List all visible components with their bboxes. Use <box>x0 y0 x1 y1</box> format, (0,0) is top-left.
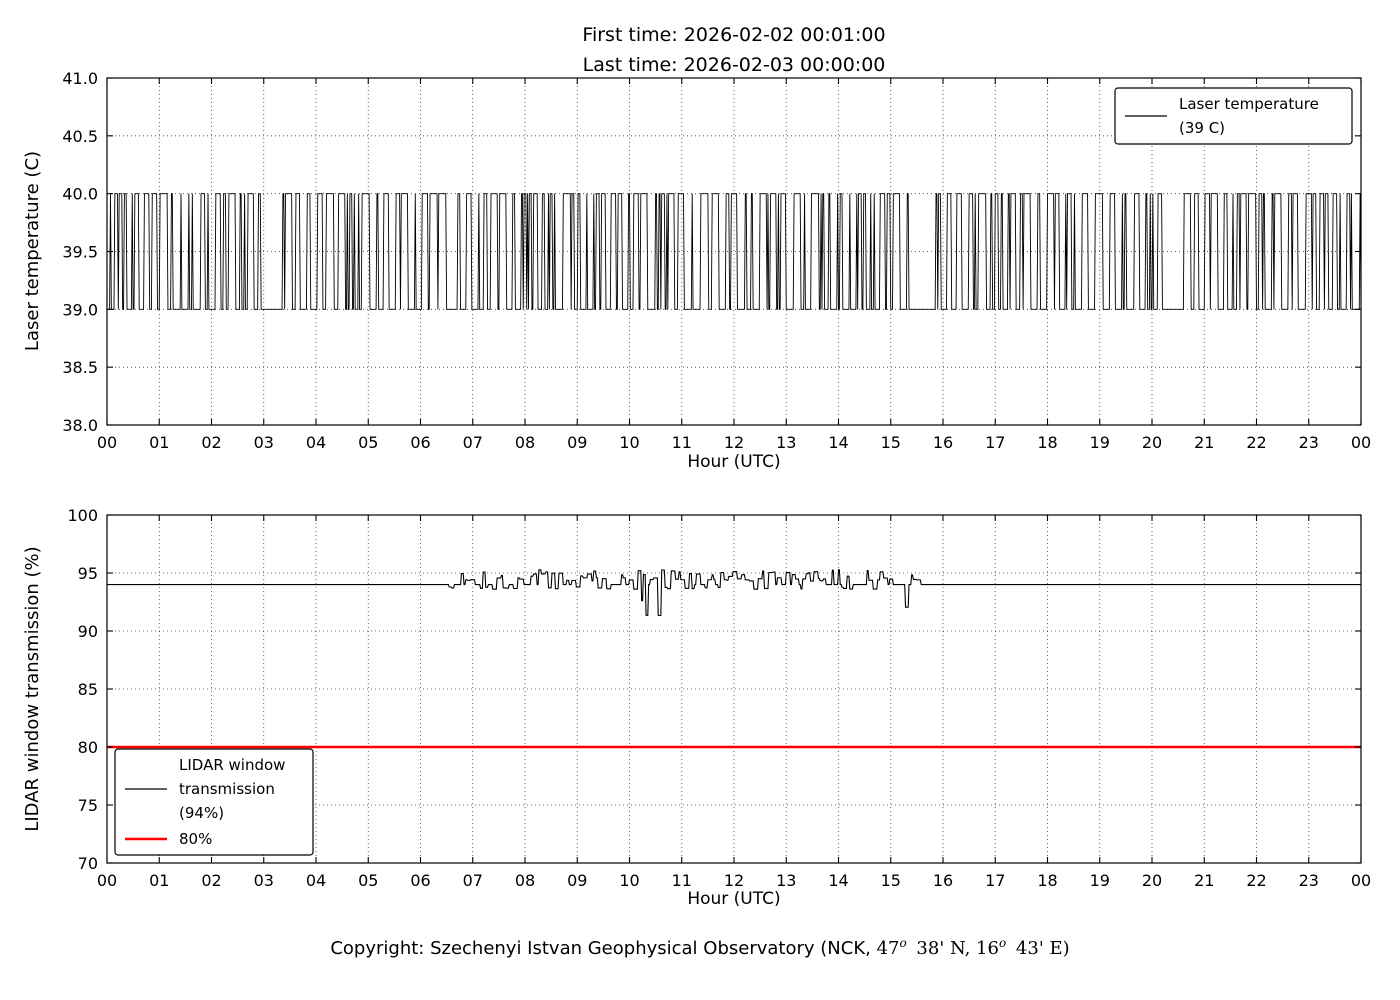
x-tick-label: 06 <box>410 871 430 890</box>
footer-longitude-degree-symbol: o <box>998 936 1007 950</box>
y-tick-label: 41.0 <box>62 69 98 88</box>
footer-latitude-minutes: 38' N, <box>910 938 977 959</box>
footer-latitude-degrees: 47 <box>876 938 900 959</box>
x-tick-label: 10 <box>619 433 639 452</box>
x-tick-label: 23 <box>1299 433 1319 452</box>
x-tick-label: 21 <box>1194 433 1214 452</box>
x-tick-label: 21 <box>1194 871 1214 890</box>
x-tick-label: 00 <box>1351 433 1371 452</box>
x-tick-label: 05 <box>358 433 378 452</box>
x-tick-label: 20 <box>1142 433 1162 452</box>
x-tick-label: 09 <box>567 871 587 890</box>
y-tick-label: 40.0 <box>62 185 98 204</box>
x-tick-label: 22 <box>1246 871 1266 890</box>
x-tick-label: 10 <box>619 871 639 890</box>
lidar-transmission-series <box>107 569 1361 617</box>
x-tick-label: 20 <box>1142 871 1162 890</box>
y-tick-label: 38.0 <box>62 416 98 435</box>
x-tick-label: 11 <box>672 433 692 452</box>
y-tick-label: 39.0 <box>62 300 98 319</box>
x-tick-label: 11 <box>672 871 692 890</box>
x-tick-label: 07 <box>463 433 483 452</box>
top-plot-xlabel: Hour (UTC) <box>687 452 781 472</box>
y-tick-label: 95 <box>78 564 98 583</box>
x-tick-label: 00 <box>97 433 117 452</box>
x-tick-label: 00 <box>1351 871 1371 890</box>
bottom-plot-xlabel: Hour (UTC) <box>687 889 781 909</box>
y-tick-label: 38.5 <box>62 358 98 377</box>
copyright-footer: Copyright: Szechenyi Istvan Geophysical … <box>0 936 1400 959</box>
x-tick-label: 17 <box>985 433 1005 452</box>
x-tick-label: 14 <box>828 871 848 890</box>
x-tick-label: 16 <box>933 871 953 890</box>
x-tick-label: 06 <box>410 433 430 452</box>
x-tick-label: 09 <box>567 433 587 452</box>
footer-text-prefix: Copyright: Szechenyi Istvan Geophysical … <box>330 938 877 959</box>
footer-latitude-degree-symbol: o <box>899 936 907 950</box>
x-tick-label: 23 <box>1299 871 1319 890</box>
x-tick-label: 13 <box>776 433 796 452</box>
y-tick-label: 100 <box>67 506 98 525</box>
legend-box <box>114 748 314 856</box>
legend-entry-label: Laser temperature <box>1179 95 1319 113</box>
x-tick-label: 01 <box>149 871 169 890</box>
y-tick-label: 80 <box>78 738 98 757</box>
x-tick-label: 04 <box>306 871 326 890</box>
x-tick-label: 18 <box>1037 433 1057 452</box>
x-tick-label: 19 <box>1090 871 1110 890</box>
x-tick-label: 07 <box>463 871 483 890</box>
x-tick-label: 02 <box>201 433 221 452</box>
figure-title-last-time: Last time: 2026-02-03 00:00:00 <box>582 54 886 76</box>
x-tick-label: 04 <box>306 433 326 452</box>
x-tick-label: 13 <box>776 871 796 890</box>
x-tick-label: 02 <box>201 871 221 890</box>
y-tick-label: 70 <box>78 854 98 873</box>
legend-entry-label: transmission <box>179 780 275 798</box>
x-tick-label: 18 <box>1037 871 1057 890</box>
x-tick-label: 17 <box>985 871 1005 890</box>
x-tick-label: 22 <box>1246 433 1266 452</box>
y-tick-label: 85 <box>78 680 98 699</box>
x-tick-label: 12 <box>724 871 744 890</box>
y-tick-label: 90 <box>78 622 98 641</box>
x-tick-label: 12 <box>724 433 744 452</box>
y-tick-label: 39.5 <box>62 243 98 262</box>
legend-entry-label: 80% <box>179 830 212 848</box>
x-tick-label: 08 <box>515 433 535 452</box>
x-tick-label: 01 <box>149 433 169 452</box>
x-tick-label: 16 <box>933 433 953 452</box>
x-tick-label: 08 <box>515 871 535 890</box>
x-tick-label: 15 <box>881 871 901 890</box>
legend-box <box>1114 87 1353 145</box>
x-tick-label: 03 <box>254 871 274 890</box>
x-tick-label: 05 <box>358 871 378 890</box>
laser-temperature-series <box>107 193 1362 310</box>
figure-title-first-time: First time: 2026-02-02 00:01:00 <box>582 24 886 46</box>
x-tick-label: 15 <box>881 433 901 452</box>
y-tick-label: 40.5 <box>62 127 98 146</box>
legend-entry-label: LIDAR window <box>179 756 285 774</box>
x-tick-label: 19 <box>1090 433 1110 452</box>
x-tick-label: 14 <box>828 433 848 452</box>
footer-longitude-minutes: 43' E) <box>1010 938 1070 959</box>
legend-entry-label: (39 C) <box>1179 119 1225 137</box>
x-tick-label: 00 <box>97 871 117 890</box>
y-tick-label: 75 <box>78 796 98 815</box>
x-tick-label: 03 <box>254 433 274 452</box>
footer-longitude-degrees: 16 <box>976 938 999 959</box>
legend-entry-label: (94%) <box>179 804 224 822</box>
